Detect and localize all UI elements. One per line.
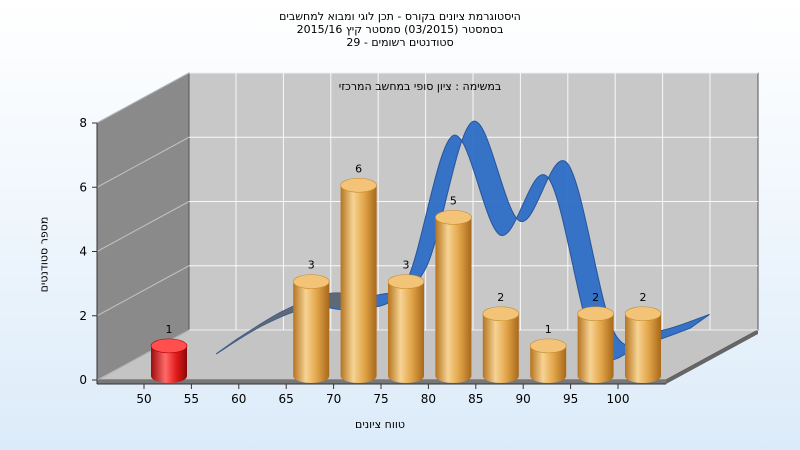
bar-body (293, 281, 330, 383)
data-label: 2 (592, 291, 599, 304)
data-label: 6 (355, 162, 362, 175)
x-tick-label: 50 (136, 392, 151, 406)
y-tick-label: 2 (79, 309, 87, 323)
bar-95-100 (577, 306, 614, 383)
x-axis-label: טווח ציונים (355, 418, 405, 431)
title-line-1: היסטוגרמת ציונים בקורס - תכן לוגי ומבוא … (279, 10, 521, 23)
data-label: 3 (308, 259, 315, 272)
gridline-side (96, 329, 190, 381)
x-tick-label: 70 (326, 392, 341, 406)
bar-85-90 (482, 306, 520, 383)
bar-75-80 (387, 274, 425, 383)
bar-top (340, 177, 377, 193)
gridline-side (96, 72, 190, 124)
bar-body (388, 281, 424, 383)
bar-top (577, 306, 614, 322)
floor-edge-right (666, 330, 758, 384)
bar-body (625, 313, 661, 383)
chart-subtitle: במשימה : ציון סופי במחשב המרכזי (338, 80, 502, 93)
y-axis-label-text: מספר סטודנטים (37, 216, 51, 293)
x-tick-label: 55 (184, 392, 199, 406)
title-line-2: בסמסטר (03/2015) סמסטר קיץ 2015/16 (296, 23, 504, 36)
y-tick-label: 0 (79, 373, 87, 387)
x-tick-label: 95 (563, 392, 578, 406)
bar-65-70 (292, 274, 330, 383)
bar-70-75 (340, 177, 377, 383)
bar-top (150, 338, 188, 354)
data-label: 3 (403, 259, 410, 272)
title-line-3: סטודנטים רשומים - 29 (346, 36, 454, 49)
bar-top (482, 306, 520, 322)
gridline-side (96, 265, 190, 317)
bar-top (387, 274, 425, 289)
bar-top (529, 338, 567, 354)
bar-top (624, 306, 662, 322)
x-tick-label: 90 (516, 392, 531, 406)
y-tick-label: 6 (79, 180, 87, 194)
data-label: 2 (497, 291, 504, 304)
bar-body (340, 185, 377, 383)
x-tick-label: 75 (373, 392, 388, 406)
gridline-side (96, 136, 190, 188)
bar-body (435, 217, 472, 383)
x-tick-label: 60 (231, 392, 246, 406)
bar-90-95 (529, 338, 567, 383)
gridline-side (96, 201, 190, 252)
bar-body (482, 313, 519, 383)
y-tick-label: 8 (79, 116, 87, 130)
bar-top (292, 274, 330, 289)
x-tick-label: 80 (421, 392, 436, 406)
bar-100 (624, 306, 662, 383)
data-label: 2 (640, 291, 647, 304)
floor-edge (97, 380, 666, 384)
bar-body (577, 313, 614, 383)
bar-body (530, 345, 567, 383)
bar-80-85 (435, 210, 472, 383)
data-label: 5 (450, 194, 457, 207)
data-label: 1 (545, 323, 552, 336)
x-tick-label: 65 (279, 392, 294, 406)
bar-50-55 (150, 338, 188, 383)
bar-top (435, 210, 472, 225)
x-tick-label: 100 (607, 392, 630, 406)
chart-title: היסטוגרמת ציונים בקורס - תכן לוגי ומבוא … (200, 10, 600, 49)
y-tick-label: 4 (79, 245, 87, 259)
bar-body (151, 345, 187, 383)
x-tick-label: 85 (468, 392, 483, 406)
data-label: 1 (166, 323, 173, 336)
